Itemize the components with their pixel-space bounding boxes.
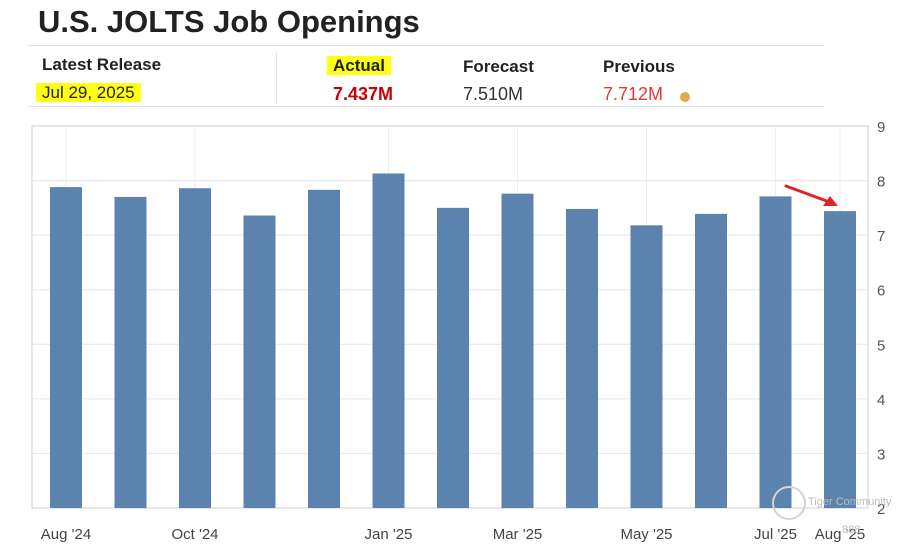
header-vertical-divider <box>276 52 277 104</box>
bar-jun-25 <box>695 213 727 509</box>
y-tick-label: 8 <box>877 174 885 191</box>
x-tick-label: Mar '25 <box>493 526 543 543</box>
watermark-logo-icon <box>772 486 806 520</box>
arrow-head <box>823 196 838 206</box>
x-tick-label: Jan '25 <box>365 526 413 543</box>
y-tick-label: 4 <box>877 392 885 409</box>
actual-value: 7.437M <box>333 84 394 104</box>
previous-value: 7.712M <box>603 84 664 104</box>
y-tick-label: 2 <box>877 501 885 518</box>
y-tick-label: 6 <box>877 283 885 300</box>
watermark-user: 888 <box>842 524 861 536</box>
y-tick-label: 9 <box>877 119 885 136</box>
watermark: Tiger Community 888 <box>772 486 912 546</box>
bar-dec-24 <box>308 189 340 508</box>
y-tick-label: 7 <box>877 228 885 245</box>
bar-may-25 <box>630 225 663 508</box>
x-tick-label: Oct '24 <box>171 526 218 543</box>
bar-sep-24 <box>114 196 147 508</box>
x-tick-label: Aug '25 <box>815 526 865 543</box>
bar-aug-24 <box>50 187 82 508</box>
page-title: U.S. JOLTS Job Openings <box>38 4 420 39</box>
y-tick-label: 3 <box>877 446 885 463</box>
bar-aug-25 <box>824 211 856 509</box>
latest-release-date-text: Jul 29, 2025 <box>36 83 141 102</box>
forecast-label: Forecast <box>463 57 534 76</box>
x-tick-label: May '25 <box>620 526 672 543</box>
header-top-divider <box>28 45 824 46</box>
previous-label: Previous <box>603 57 675 76</box>
bar-oct-24 <box>179 188 211 508</box>
x-tick-label: Aug '24 <box>41 526 91 543</box>
bar-mar-25 <box>501 193 534 508</box>
bar-jul-25 <box>759 196 792 508</box>
actual-label: Actual <box>327 56 391 76</box>
latest-release-label: Latest Release <box>42 55 162 74</box>
latest-release-date: Jul 29, 2025 <box>36 83 141 103</box>
x-tick-label: Jul '25 <box>754 526 797 543</box>
bar-nov-24 <box>243 215 276 509</box>
y-tick-label: 5 <box>877 337 885 354</box>
bar-apr-25 <box>566 208 598 508</box>
bar-feb-25 <box>437 207 469 508</box>
bar-jan-25 <box>372 173 405 508</box>
actual-label-text: Actual <box>327 56 391 75</box>
header-bottom-divider <box>28 106 824 107</box>
arrow-shaft <box>784 184 834 205</box>
forecast-value: 7.510M <box>463 84 524 104</box>
previous-indicator-dot <box>680 92 690 102</box>
watermark-brand: Tiger Community <box>808 496 892 508</box>
